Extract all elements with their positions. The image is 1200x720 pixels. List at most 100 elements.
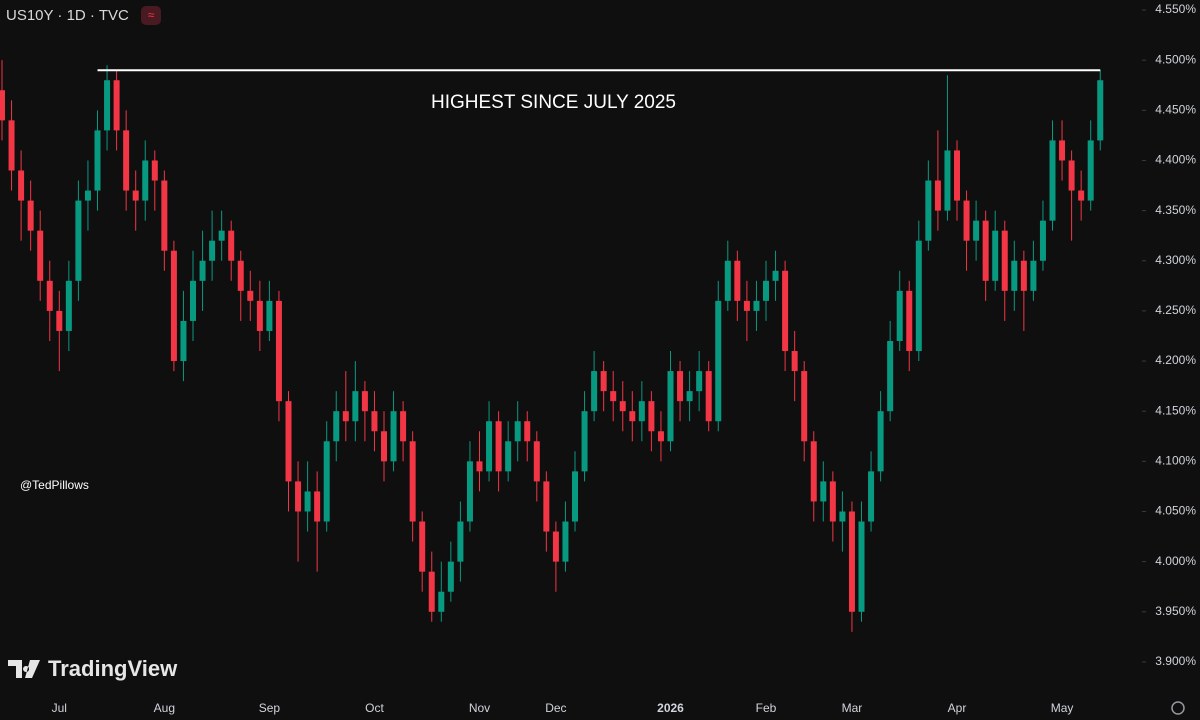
candle-body — [848, 511, 855, 612]
candle-body — [705, 371, 712, 422]
candle-body — [954, 150, 960, 201]
brand-name: TradingView — [48, 656, 178, 681]
candle-body — [829, 481, 836, 522]
candle-body — [753, 300, 760, 311]
candle — [18, 150, 25, 241]
x-tick-label: Jul — [52, 701, 67, 715]
candle — [371, 391, 378, 452]
candle-body — [514, 421, 521, 442]
candle-body — [228, 230, 235, 261]
candle — [829, 471, 836, 542]
candle-body — [552, 531, 559, 562]
candle-body — [715, 300, 722, 422]
candle — [170, 240, 177, 372]
settings-button[interactable] — [1171, 701, 1185, 715]
candle-body — [457, 521, 464, 562]
candle — [142, 140, 149, 221]
candle — [361, 381, 368, 442]
candle — [495, 411, 502, 492]
candle-body — [1068, 160, 1075, 191]
candle-body — [906, 290, 913, 352]
candle — [514, 401, 521, 462]
candle-body — [419, 521, 426, 572]
candle — [419, 511, 426, 592]
candle-body — [877, 411, 884, 472]
candle-body — [400, 411, 407, 442]
candle-body — [476, 461, 483, 472]
candle — [400, 401, 407, 462]
candle — [848, 501, 855, 632]
candle — [304, 461, 311, 532]
candle-body — [0, 90, 5, 121]
candle-body — [810, 441, 817, 502]
candle-body — [1020, 260, 1027, 291]
candle-body — [381, 431, 387, 462]
y-tick-label: 3.900% — [1155, 654, 1196, 668]
candle — [505, 421, 512, 482]
candle-body — [887, 340, 894, 412]
y-tick-label: 4.550% — [1155, 2, 1196, 16]
candle-body — [466, 461, 473, 522]
candle — [151, 150, 158, 211]
candle-body — [772, 270, 779, 281]
x-tick-label: Aug — [154, 701, 175, 715]
candle-body — [1087, 140, 1094, 201]
candle — [1087, 120, 1094, 211]
candle — [696, 351, 703, 412]
y-tick-label: 4.450% — [1155, 102, 1196, 116]
candle — [944, 75, 951, 221]
candle — [438, 561, 445, 622]
candle-body — [84, 190, 91, 201]
candle — [533, 431, 540, 502]
candle — [113, 70, 120, 151]
candle-body — [915, 240, 922, 352]
candle — [476, 431, 483, 492]
status-icon[interactable] — [141, 6, 161, 25]
candle-body — [275, 300, 282, 402]
candle-body — [591, 371, 598, 412]
candle — [992, 210, 999, 291]
symbol-title[interactable]: US10Y · 1D · TVC — [6, 7, 129, 24]
candle — [896, 270, 903, 352]
candle — [65, 260, 72, 352]
candle-body — [151, 160, 158, 181]
candle — [457, 501, 464, 582]
candle-body — [533, 441, 540, 482]
candle — [743, 280, 750, 341]
candle-body — [619, 401, 626, 412]
x-tick-label: Mar — [842, 701, 863, 715]
candle — [295, 461, 302, 562]
candle — [877, 391, 884, 482]
candle — [820, 461, 827, 522]
candle — [199, 230, 206, 311]
candle-body — [27, 200, 34, 231]
brand-logo[interactable]: TradingView — [8, 656, 178, 681]
candle — [810, 431, 817, 522]
y-tick-label: 4.050% — [1155, 504, 1196, 518]
x-tick-label: 2026 — [657, 701, 684, 715]
candle-body — [992, 230, 999, 281]
candle — [275, 290, 282, 422]
x-tick-label: Nov — [469, 701, 490, 715]
candle-body — [839, 511, 846, 522]
candle — [27, 180, 34, 251]
candle-body — [1039, 220, 1046, 261]
candle-body — [304, 491, 311, 512]
candle-body — [982, 220, 989, 281]
candle — [591, 351, 598, 422]
x-tick-label: Dec — [545, 701, 566, 715]
candle — [906, 280, 913, 372]
candle — [94, 110, 101, 211]
y-tick-label: 4.100% — [1155, 454, 1196, 468]
candle — [1049, 120, 1056, 231]
candle — [190, 250, 196, 341]
candle-body — [572, 471, 578, 522]
candle-body — [256, 300, 263, 331]
candle-body — [600, 371, 607, 392]
candle-body — [677, 371, 684, 402]
candle — [963, 190, 970, 271]
candle-body — [170, 250, 177, 362]
candle-body — [18, 170, 25, 201]
candle — [1030, 240, 1037, 301]
candle — [915, 220, 922, 362]
